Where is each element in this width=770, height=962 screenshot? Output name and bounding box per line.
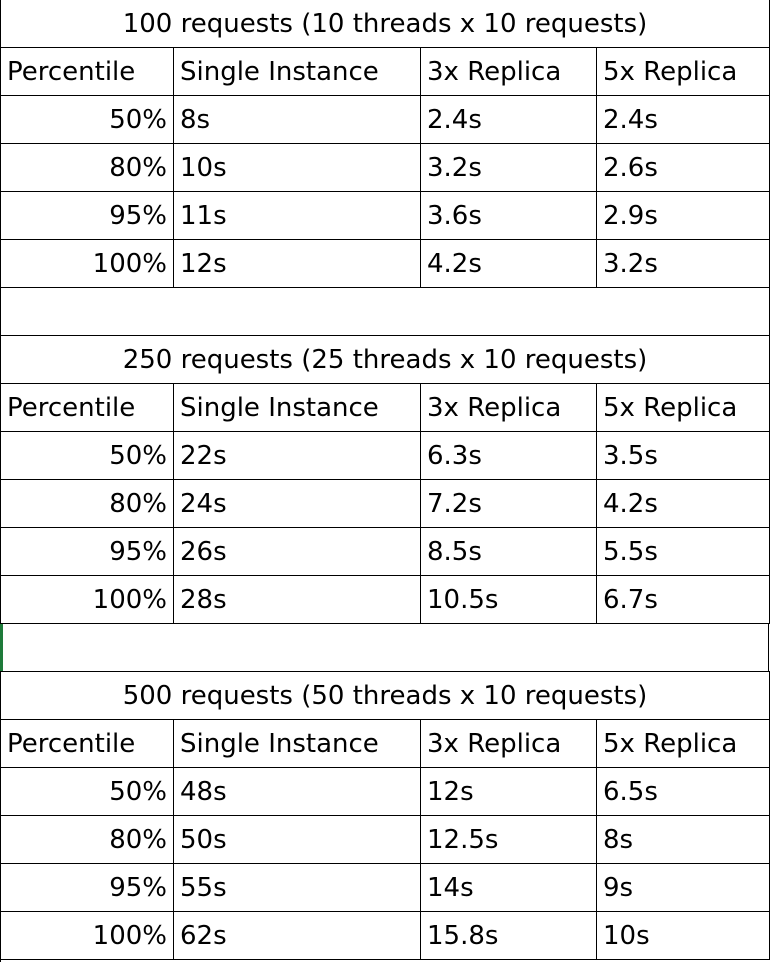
table-row: 100% 12s 4.2s 3.2s [1,240,770,288]
5x-replica-cell[interactable]: 2.6s [597,144,770,191]
header-cell-single-instance[interactable]: Single Instance [174,720,421,767]
5x-replica-cell[interactable]: 10s [597,912,770,959]
single-instance-cell[interactable]: 12s [174,240,421,287]
3x-replica-cell[interactable]: 3.6s [421,192,597,239]
3x-replica-cell[interactable]: 12.5s [421,816,597,863]
5x-replica-cell[interactable]: 4.2s [597,480,770,527]
3x-replica-cell[interactable]: 10.5s [421,576,597,623]
percentile-cell[interactable]: 95% [1,192,174,239]
percentile-cell[interactable]: 95% [1,528,174,575]
percentile-cell[interactable]: 100% [1,240,174,287]
single-instance-cell[interactable]: 50s [174,816,421,863]
percentile-cell[interactable]: 50% [1,96,174,143]
empty-cell-selected[interactable] [0,624,769,671]
header-cell-single-instance[interactable]: Single Instance [174,384,421,431]
header-cell-5x-replica[interactable]: 5x Replica [597,384,770,431]
percentile-cell[interactable]: 50% [1,432,174,479]
single-instance-cell[interactable]: 8s [174,96,421,143]
single-instance-cell[interactable]: 11s [174,192,421,239]
table-row: 80% 50s 12.5s 8s [1,816,770,864]
table-title-row: 500 requests (50 threads x 10 requests) [1,672,770,720]
5x-replica-cell[interactable]: 3.2s [597,240,770,287]
empty-row [1,288,770,336]
header-cell-percentile[interactable]: Percentile [1,384,174,431]
3x-replica-cell[interactable]: 12s [421,768,597,815]
header-cell-single-instance[interactable]: Single Instance [174,48,421,95]
table-title-cell[interactable]: 100 requests (10 threads x 10 requests) [1,0,770,47]
table-row: 95% 26s 8.5s 5.5s [1,528,770,576]
table-row: 80% 10s 3.2s 2.6s [1,144,770,192]
table-row: 80% 24s 7.2s 4.2s [1,480,770,528]
header-cell-percentile[interactable]: Percentile [1,720,174,767]
5x-replica-cell[interactable]: 5.5s [597,528,770,575]
table-title-cell[interactable]: 250 requests (25 threads x 10 requests) [1,336,770,383]
table-row: 100% 62s 15.8s 10s [1,912,770,960]
header-row: Percentile Single Instance 3x Replica 5x… [1,384,770,432]
3x-replica-cell[interactable]: 6.3s [421,432,597,479]
table-row: 95% 55s 14s 9s [1,864,770,912]
table-row: 50% 22s 6.3s 3.5s [1,432,770,480]
header-cell-3x-replica[interactable]: 3x Replica [421,720,597,767]
percentile-cell[interactable]: 100% [1,912,174,959]
header-row: Percentile Single Instance 3x Replica 5x… [1,48,770,96]
table-row: 100% 28s 10.5s 6.7s [1,576,770,624]
5x-replica-cell[interactable]: 2.4s [597,96,770,143]
percentile-cell[interactable]: 50% [1,768,174,815]
table-row: 95% 11s 3.6s 2.9s [1,192,770,240]
5x-replica-cell[interactable]: 3.5s [597,432,770,479]
5x-replica-cell[interactable]: 8s [597,816,770,863]
header-cell-5x-replica[interactable]: 5x Replica [597,720,770,767]
3x-replica-cell[interactable]: 2.4s [421,96,597,143]
single-instance-cell[interactable]: 26s [174,528,421,575]
table-title-row: 250 requests (25 threads x 10 requests) [1,336,770,384]
table-title-cell[interactable]: 500 requests (50 threads x 10 requests) [1,672,770,719]
3x-replica-cell[interactable]: 14s [421,864,597,911]
percentile-cell[interactable]: 100% [1,576,174,623]
header-cell-3x-replica[interactable]: 3x Replica [421,384,597,431]
header-row: Percentile Single Instance 3x Replica 5x… [1,720,770,768]
single-instance-cell[interactable]: 24s [174,480,421,527]
3x-replica-cell[interactable]: 3.2s [421,144,597,191]
single-instance-cell[interactable]: 28s [174,576,421,623]
single-instance-cell[interactable]: 22s [174,432,421,479]
5x-replica-cell[interactable]: 6.5s [597,768,770,815]
empty-row [0,624,770,672]
percentile-cell[interactable]: 80% [1,480,174,527]
single-instance-cell[interactable]: 62s [174,912,421,959]
3x-replica-cell[interactable]: 7.2s [421,480,597,527]
single-instance-cell[interactable]: 48s [174,768,421,815]
header-cell-3x-replica[interactable]: 3x Replica [421,48,597,95]
table-row: 50% 48s 12s 6.5s [1,768,770,816]
3x-replica-cell[interactable]: 4.2s [421,240,597,287]
3x-replica-cell[interactable]: 15.8s [421,912,597,959]
single-instance-cell[interactable]: 55s [174,864,421,911]
percentile-cell[interactable]: 80% [1,144,174,191]
5x-replica-cell[interactable]: 9s [597,864,770,911]
5x-replica-cell[interactable]: 2.9s [597,192,770,239]
percentile-cell[interactable]: 95% [1,864,174,911]
empty-cell[interactable] [1,288,770,335]
percentile-cell[interactable]: 80% [1,816,174,863]
5x-replica-cell[interactable]: 6.7s [597,576,770,623]
3x-replica-cell[interactable]: 8.5s [421,528,597,575]
table-row: 50% 8s 2.4s 2.4s [1,96,770,144]
single-instance-cell[interactable]: 10s [174,144,421,191]
header-cell-5x-replica[interactable]: 5x Replica [597,48,770,95]
header-cell-percentile[interactable]: Percentile [1,48,174,95]
table-title-row: 100 requests (10 threads x 10 requests) [1,0,770,48]
